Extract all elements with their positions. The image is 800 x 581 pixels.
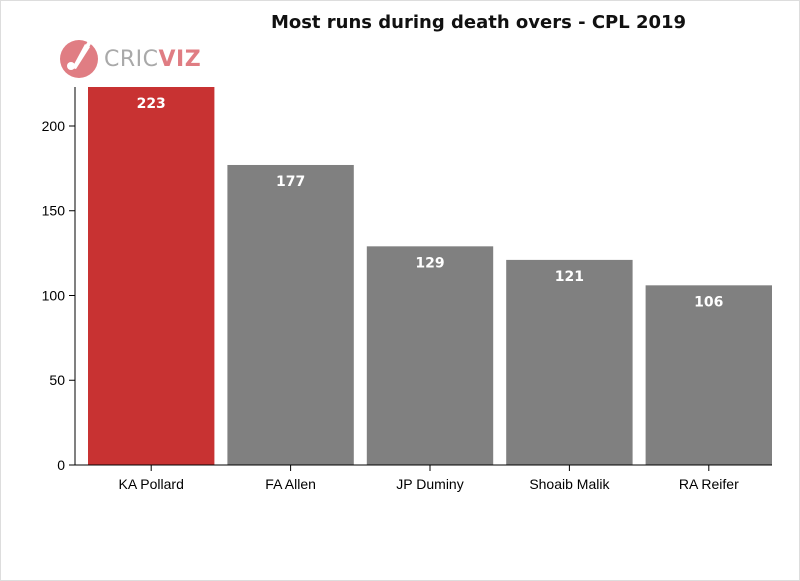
data-label: 223: [137, 96, 166, 112]
x-tick-label: Shoaib Malik: [529, 476, 610, 492]
bar-ra-reifer: [645, 285, 772, 465]
x-tick-label: KA Pollard: [119, 476, 184, 492]
logo-text-cric: CRIC: [104, 46, 159, 72]
cricviz-logo: CRICVIZ: [58, 37, 201, 81]
y-tick-label: 200: [42, 118, 66, 134]
bar-ka-pollard: [88, 87, 215, 465]
y-tick-label: 100: [42, 287, 66, 303]
x-tick-label: RA Reifer: [679, 476, 739, 492]
logo-text: CRICVIZ: [104, 47, 201, 72]
logo-text-viz: VIZ: [158, 46, 202, 72]
bar-jp-duminy: [366, 246, 494, 465]
data-label: 106: [694, 294, 723, 310]
data-label: 129: [415, 255, 444, 271]
cricket-bat-ball-icon: [60, 40, 98, 78]
data-label: 177: [276, 174, 305, 190]
y-tick-label: 0: [57, 457, 65, 473]
data-label: 121: [555, 269, 584, 285]
x-tick-label: JP Duminy: [396, 476, 463, 492]
bar-fa-allen: [227, 164, 354, 466]
y-tick-label: 150: [42, 203, 66, 219]
y-tick-label: 50: [49, 372, 65, 388]
chart-title: Most runs during death overs - CPL 2019: [270, 12, 687, 33]
x-tick-label: FA Allen: [265, 476, 316, 492]
bar-shoaib-malik: [506, 259, 633, 465]
